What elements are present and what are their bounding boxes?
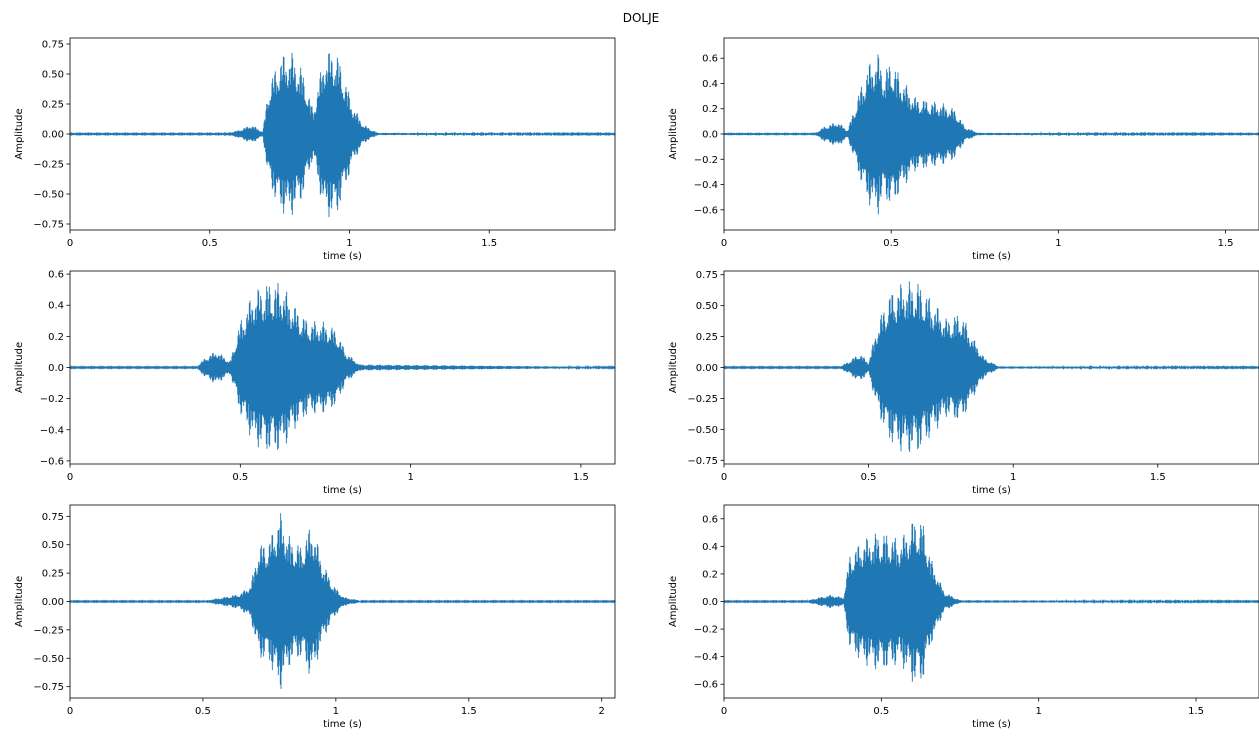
y-tick-label: −0.2 [694, 625, 718, 636]
y-tick-label: −0.75 [687, 456, 718, 467]
waveform-line [723, 281, 1259, 453]
x-tick-label: 0 [67, 238, 73, 249]
x-tick-label: 1 [1036, 706, 1042, 717]
y-tick-label: −0.50 [33, 654, 64, 665]
y-tick-label: 0.25 [42, 569, 64, 580]
x-tick-label: 0.5 [861, 472, 877, 483]
x-axis-label: time (s) [972, 251, 1011, 262]
y-tick-label: 0.4 [48, 301, 64, 312]
x-tick-label: 1.5 [461, 706, 477, 717]
x-tick-label: 0 [67, 706, 73, 717]
y-tick-label: 0.50 [42, 540, 64, 551]
y-tick-label: −0.6 [694, 205, 718, 216]
y-tick-label: −0.6 [694, 680, 718, 691]
y-tick-label: −0.4 [694, 652, 718, 663]
subplot-4: 0 0.5 1 1.5 −0.75 −0.50 −0.25 0.00 0.25 0.50 0.75 t… [668, 270, 1259, 496]
y-tick-label: 0.0 [702, 597, 718, 608]
x-tick-label: 0.5 [873, 706, 889, 717]
y-tick-label: 0.50 [42, 70, 64, 81]
y-tick-label: −0.75 [33, 682, 64, 693]
subplot-1: 0 0.5 1 1.5 −0.75 −0.50 −0.25 0.00 0.25 0.50 0.75 t… [14, 37, 616, 262]
x-axis-label: time (s) [323, 485, 362, 496]
y-tick-label: −0.75 [33, 220, 64, 231]
y-tick-label: 0.0 [702, 130, 718, 141]
waveform-line [69, 283, 616, 450]
y-tick-label: 0.4 [702, 79, 718, 90]
y-tick-label: −0.2 [40, 394, 64, 405]
y-tick-label: −0.4 [694, 180, 718, 191]
y-tick-label: −0.25 [33, 625, 64, 636]
y-axis-label: Amplitude [14, 576, 25, 627]
subplot-5: 0 0.5 1 1.5 2 −0.75 −0.50 −0.25 0.00 0.25 0.50 0.75… [14, 504, 616, 730]
x-tick-label: 0 [721, 238, 727, 249]
y-tick-label: 0.25 [42, 100, 64, 111]
y-tick-label: 0.75 [42, 40, 64, 51]
y-tick-label: −0.25 [33, 160, 64, 171]
y-tick-label: 0.75 [42, 512, 64, 523]
y-axis-label: Amplitude [14, 342, 25, 393]
y-tick-label: 0.0 [48, 363, 64, 374]
x-tick-label: 0.5 [232, 472, 248, 483]
y-tick-label: 0.00 [42, 130, 64, 141]
x-tick-label: 1.5 [1188, 706, 1204, 717]
y-tick-label: −0.50 [33, 190, 64, 201]
y-axis-label: Amplitude [668, 576, 679, 627]
y-tick-label: 0.2 [702, 569, 718, 580]
x-tick-label: 0.5 [883, 238, 899, 249]
x-tick-label: 1 [333, 706, 339, 717]
x-tick-label: 1.5 [573, 472, 589, 483]
x-tick-label: 1.5 [481, 238, 497, 249]
x-tick-label: 0 [721, 472, 727, 483]
waveform-line [69, 513, 616, 689]
subplot-grid: 0 0.5 1 1.5−0.75−0.50−0.250.000.250.500.75t… [14, 37, 1259, 730]
y-tick-label: −0.50 [687, 425, 718, 436]
x-tick-label: 0 [67, 472, 73, 483]
y-tick-label: 0.2 [48, 332, 64, 343]
waveform-line [723, 523, 1259, 682]
y-tick-label: 0.00 [696, 363, 718, 374]
y-tick-label: 0.6 [48, 270, 64, 281]
x-tick-label: 1 [346, 238, 352, 249]
subplot-3: 0 0.5 1 1.5 −0.6 −0.4 −0.2 0.0 0.2 0.4 0.6 time (s)… [14, 270, 616, 496]
x-tick-label: 1.5 [1218, 238, 1234, 249]
x-axis-label: time (s) [323, 251, 362, 262]
x-tick-label: 1 [1010, 472, 1016, 483]
waveform-line [723, 54, 1259, 215]
y-tick-label: −0.4 [40, 425, 64, 436]
figure-title: DOLJE [623, 11, 660, 25]
x-tick-label: 1 [407, 472, 413, 483]
x-tick-label: 2 [599, 706, 605, 717]
y-tick-label: 0.75 [696, 270, 718, 281]
y-tick-label: 0.6 [702, 514, 718, 525]
x-tick-label: 0.5 [202, 238, 218, 249]
y-axis-label: Amplitude [668, 108, 679, 159]
y-axis-label: Amplitude [14, 108, 25, 159]
y-tick-label: −0.2 [694, 155, 718, 166]
y-tick-label: 0.50 [696, 301, 718, 312]
y-tick-label: 0.6 [702, 54, 718, 65]
subplot-2: 0 0.5 1 1.5 −0.6 −0.4 −0.2 0.0 0.2 0.4 0.6 time (s)… [668, 37, 1259, 262]
x-axis-label: time (s) [972, 485, 1011, 496]
x-axis-label: time (s) [972, 719, 1011, 730]
y-tick-label: 0.25 [696, 332, 718, 343]
y-tick-label: 0.2 [702, 104, 718, 115]
x-tick-label: 1 [1055, 238, 1061, 249]
x-tick-label: 0 [721, 706, 727, 717]
y-axis-label: Amplitude [668, 342, 679, 393]
x-tick-label: 0.5 [195, 706, 211, 717]
y-tick-label: 0.00 [42, 597, 64, 608]
y-tick-label: −0.6 [40, 456, 64, 467]
y-tick-label: −0.25 [687, 394, 718, 405]
waveform-line [69, 52, 616, 218]
x-axis-label: time (s) [323, 719, 362, 730]
x-tick-label: 1.5 [1150, 472, 1166, 483]
y-tick-label: 0.4 [702, 542, 718, 553]
subplot-6: 0 0.5 1 1.5 −0.6 −0.4 −0.2 0.0 0.2 0.4 0.6 time (s)… [668, 504, 1259, 730]
